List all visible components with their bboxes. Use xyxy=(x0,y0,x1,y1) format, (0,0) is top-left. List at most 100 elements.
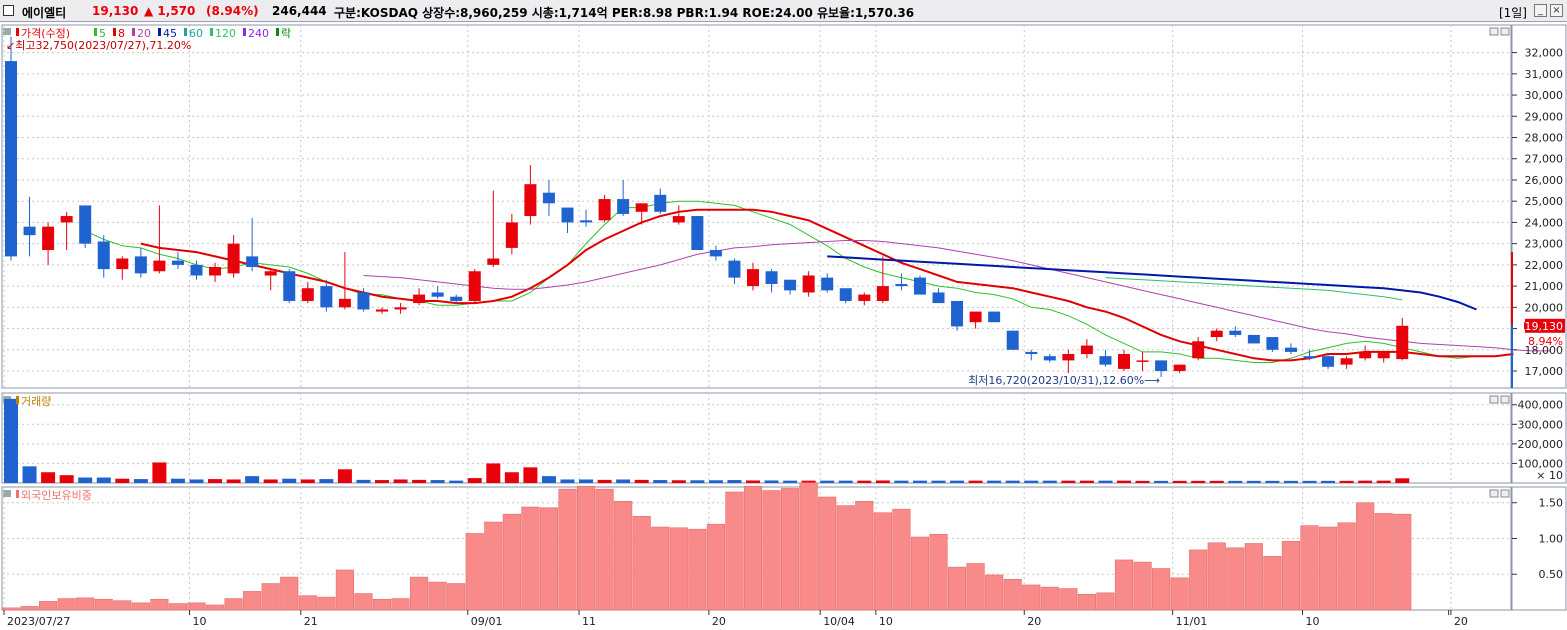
foreign-ratio-bar xyxy=(280,576,299,611)
volume-bar xyxy=(282,478,297,483)
volume-bar xyxy=(912,480,927,483)
volume-bar xyxy=(245,476,260,483)
price-tick-label: 21,000 xyxy=(1525,280,1564,293)
candle-body xyxy=(1043,356,1056,361)
foreign-tick-label: 0.50 xyxy=(1539,568,1564,581)
foreign-ratio-bar xyxy=(317,596,336,611)
candle-body xyxy=(1377,351,1390,359)
candle-body xyxy=(747,269,759,287)
date-tick-label: 20 xyxy=(1027,615,1041,628)
foreign-ratio-bar xyxy=(187,602,206,611)
volume-bar xyxy=(96,477,111,483)
candle-body xyxy=(227,243,240,274)
trade-volume: 246,444 xyxy=(272,4,327,18)
candle-body xyxy=(1210,330,1223,338)
volume-bar xyxy=(393,479,408,483)
price-tick-label: 20,000 xyxy=(1525,301,1564,314)
foreign-ratio-bar xyxy=(372,598,392,611)
candle-body xyxy=(116,258,129,270)
candle-body xyxy=(1155,360,1168,372)
legend-label: 240 xyxy=(248,27,269,40)
volume-bar xyxy=(1321,480,1336,483)
date-tick-label: 10 xyxy=(1306,615,1320,628)
foreign-ratio-bar xyxy=(354,593,373,611)
candle-body xyxy=(1118,354,1130,369)
candle-body xyxy=(765,271,778,284)
candle-body xyxy=(171,260,184,265)
foreign-ratio-bar xyxy=(799,482,818,611)
volume-bar xyxy=(208,479,223,483)
foreign-ratio-bar xyxy=(762,490,781,611)
foreign-ratio-bar xyxy=(1003,578,1022,611)
candle-body xyxy=(691,216,704,251)
foreign-ratio-bar xyxy=(669,527,688,611)
candle-body xyxy=(246,256,259,267)
candle-body xyxy=(709,250,722,257)
date-tick-label: 09/01 xyxy=(471,615,503,628)
chart-pane-1 xyxy=(1,392,1512,484)
volume-legend-label: 거래량 xyxy=(21,395,51,408)
volume-bar xyxy=(1191,480,1206,483)
date-tick-label: 10/04 xyxy=(823,615,855,628)
legend-label: 5 xyxy=(99,27,106,40)
ma-line-8 xyxy=(140,208,1514,362)
foreign-ratio-bar xyxy=(205,604,225,611)
legend-label: 20 xyxy=(137,27,151,40)
foreign-ratio-bar xyxy=(558,488,577,611)
foreign-ratio-bar xyxy=(465,533,484,611)
foreign-ratio-bar xyxy=(224,598,243,611)
close-button[interactable]: × xyxy=(1550,4,1563,17)
pane-minimize-icon xyxy=(1489,395,1499,404)
volume-bar xyxy=(430,480,445,483)
price-tick-label: 29,000 xyxy=(1525,110,1564,123)
volume-bar xyxy=(541,476,556,483)
candle-body xyxy=(301,288,314,301)
chart-pane-0 xyxy=(1,24,1512,389)
foreign-ratio-bar xyxy=(632,516,651,611)
volume-bar xyxy=(894,480,909,483)
candle-body xyxy=(190,264,203,276)
volume-bar xyxy=(950,480,965,483)
select-checkbox[interactable] xyxy=(3,5,14,16)
low-price-note: 최저16,720(2023/10/31),12.60%⟶ xyxy=(968,374,1160,387)
foreign-ratio-bar xyxy=(94,598,113,611)
foreign-ratio-bar xyxy=(1077,593,1096,611)
candle-body xyxy=(1322,356,1335,367)
foreign-ratio-bar xyxy=(502,513,521,611)
candle-body xyxy=(1062,354,1075,361)
volume-bar xyxy=(560,479,575,483)
volume-bar xyxy=(115,478,130,483)
candle-body xyxy=(1284,347,1297,352)
price-tick-label: 28,000 xyxy=(1525,132,1564,145)
volume-bar xyxy=(1154,480,1169,483)
period-selector[interactable]: [1일] xyxy=(1498,6,1527,20)
foreign-ratio-bar xyxy=(576,485,596,611)
candle-body xyxy=(821,277,834,291)
foreign-tick-label: 1.00 xyxy=(1539,532,1564,545)
volume-bar xyxy=(152,462,167,483)
foreign-ratio-bar xyxy=(1374,513,1393,611)
pane-minimize-icon xyxy=(1489,489,1499,498)
foreign-ratio-bar xyxy=(743,485,763,611)
minimize-button[interactable]: _ xyxy=(1534,4,1547,17)
candle-body xyxy=(951,300,964,327)
candle-body xyxy=(23,226,36,236)
candle-body xyxy=(1173,364,1186,372)
volume-bar xyxy=(597,479,612,483)
foreign-ratio-bar xyxy=(298,595,317,611)
foreign-ratio-bar xyxy=(947,566,967,611)
foreign-ratio-bar xyxy=(428,581,447,611)
volume-bar xyxy=(1283,480,1298,483)
volume-bar xyxy=(170,478,185,483)
candle-body xyxy=(42,226,55,251)
candle-body xyxy=(79,205,92,244)
foreign-ratio-bar xyxy=(1189,549,1208,611)
candle-body xyxy=(5,61,17,257)
volume-bar xyxy=(1376,480,1391,483)
candle-body xyxy=(876,286,889,301)
volume-bar xyxy=(579,479,594,483)
volume-bar xyxy=(1024,480,1039,483)
candle-body xyxy=(505,222,518,248)
ma-line-45 xyxy=(827,255,1477,311)
price-tick-label: 18,000 xyxy=(1525,344,1564,357)
